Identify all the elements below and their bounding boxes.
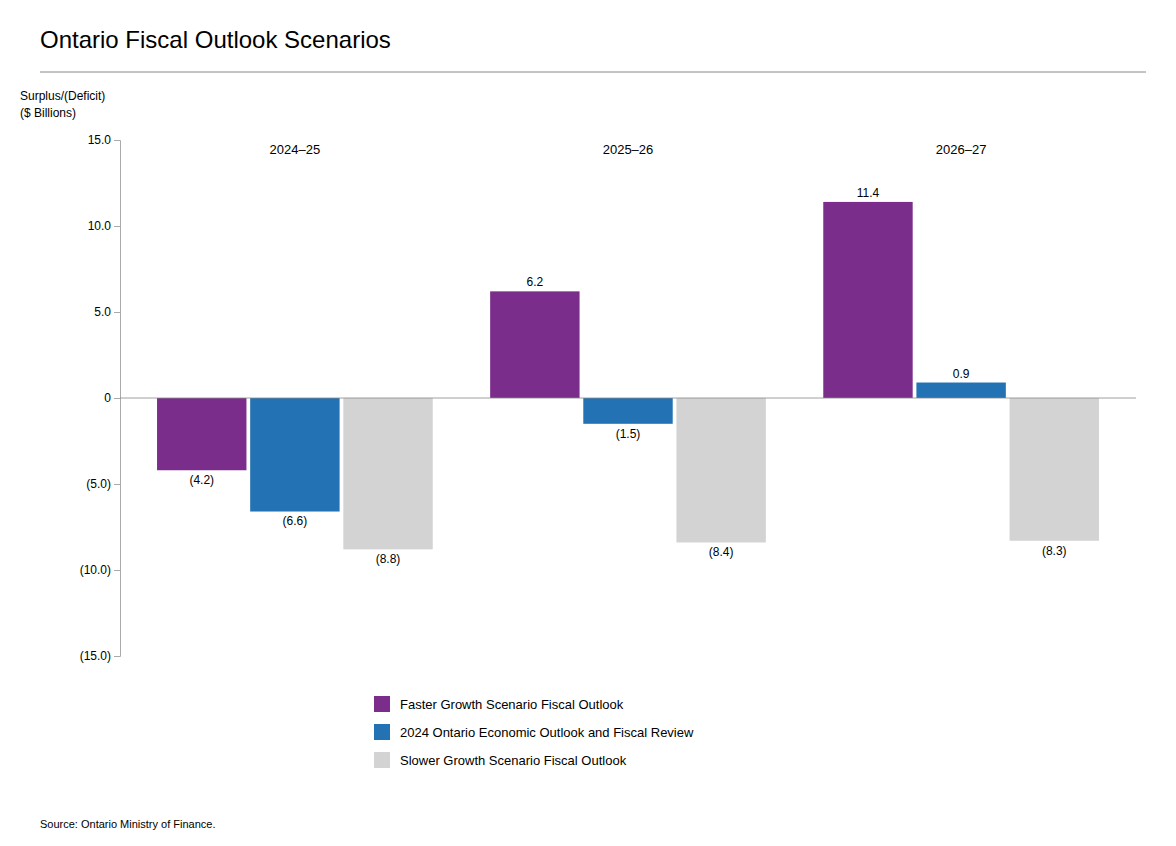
bar bbox=[1010, 398, 1099, 541]
data-label: 6.2 bbox=[527, 275, 544, 289]
data-label: (6.6) bbox=[283, 514, 308, 528]
bar bbox=[676, 398, 765, 542]
y-tick-mark bbox=[114, 226, 120, 227]
title: Ontario Fiscal Outlook Scenarios bbox=[40, 26, 391, 53]
legend-label: Faster Growth Scenario Fiscal Outlook bbox=[400, 697, 624, 712]
y-axis: (15.0) (10.0) (5.0) 0 5.0 10.0 15.0 bbox=[80, 133, 121, 663]
y-axis-title: ($ Billions) bbox=[20, 106, 76, 120]
zero-line bbox=[120, 398, 1136, 399]
plot: (15.0) (10.0) (5.0) 0 5.0 10.0 15.0 (4.2) 6.2 11.… bbox=[80, 133, 1136, 663]
y-tick-mark bbox=[114, 398, 120, 399]
data-label: (8.4) bbox=[709, 545, 734, 559]
category-label: 2026–27 bbox=[936, 142, 987, 157]
source: Source: Ontario Ministry of Finance. bbox=[40, 818, 215, 830]
legend-label: Slower Growth Scenario Fiscal Outlook bbox=[400, 753, 627, 768]
y-axis-title: Surplus/(Deficit) bbox=[20, 89, 105, 103]
legend-item: Faster Growth Scenario Fiscal Outlook bbox=[374, 696, 624, 712]
legend-item: Slower Growth Scenario Fiscal Outlook bbox=[374, 752, 627, 768]
y-tick-label: (10.0) bbox=[80, 563, 111, 577]
bar bbox=[583, 398, 672, 424]
y-tick-label: 0 bbox=[104, 391, 111, 405]
bar bbox=[490, 291, 579, 398]
y-tick-mark bbox=[114, 484, 120, 485]
bar bbox=[343, 398, 432, 549]
y-tick: (10.0) bbox=[80, 563, 120, 577]
y-axis-line bbox=[114, 141, 121, 657]
legend: Faster Growth Scenario Fiscal Outlook 202… bbox=[374, 696, 694, 768]
legend-label: 2024 Ontario Economic Outlook and Fiscal… bbox=[400, 725, 694, 740]
y-tick-label: (5.0) bbox=[86, 477, 111, 491]
data-label: (8.3) bbox=[1042, 544, 1067, 558]
category-label: 2024–25 bbox=[270, 142, 321, 157]
category-label: 2025–26 bbox=[603, 142, 654, 157]
legend-item: 2024 Ontario Economic Outlook and Fiscal… bbox=[374, 724, 694, 740]
y-tick-label: 15.0 bbox=[88, 133, 112, 147]
chart: Ontario Fiscal Outlook Scenarios Surplus/… bbox=[0, 0, 1176, 846]
legend-swatch bbox=[374, 752, 390, 768]
bars bbox=[157, 202, 1099, 549]
bar bbox=[157, 398, 246, 470]
y-tick-mark bbox=[114, 140, 120, 141]
y-tick-label: (15.0) bbox=[80, 649, 111, 663]
bar bbox=[823, 202, 912, 398]
legend-swatch bbox=[374, 696, 390, 712]
y-tick: 15.0 bbox=[88, 133, 120, 147]
data-label: (8.8) bbox=[376, 552, 401, 566]
y-tick: (15.0) bbox=[80, 649, 120, 663]
title-rule bbox=[40, 72, 1146, 73]
data-label: (4.2) bbox=[189, 473, 214, 487]
data-labels: (4.2) 6.2 11.4 (6.6) (1.5) 0.9 (8.8) (8.4) (8.3) bbox=[189, 186, 1066, 566]
data-label: 11.4 bbox=[857, 186, 880, 200]
data-label: 0.9 bbox=[953, 367, 970, 381]
y-tick-label: 10.0 bbox=[88, 219, 112, 233]
y-tick: 10.0 bbox=[88, 219, 120, 233]
data-label: (1.5) bbox=[616, 427, 641, 441]
y-tick-mark bbox=[114, 312, 120, 313]
legend-swatch bbox=[374, 724, 390, 740]
bar bbox=[250, 398, 339, 512]
y-tick-label: 5.0 bbox=[94, 305, 111, 319]
bar bbox=[916, 383, 1005, 398]
y-tick-mark bbox=[114, 570, 120, 571]
y-tick-mark bbox=[114, 656, 120, 657]
y-tick: (5.0) bbox=[86, 477, 120, 491]
y-tick: 0 bbox=[104, 391, 120, 405]
y-tick: 5.0 bbox=[94, 305, 120, 319]
